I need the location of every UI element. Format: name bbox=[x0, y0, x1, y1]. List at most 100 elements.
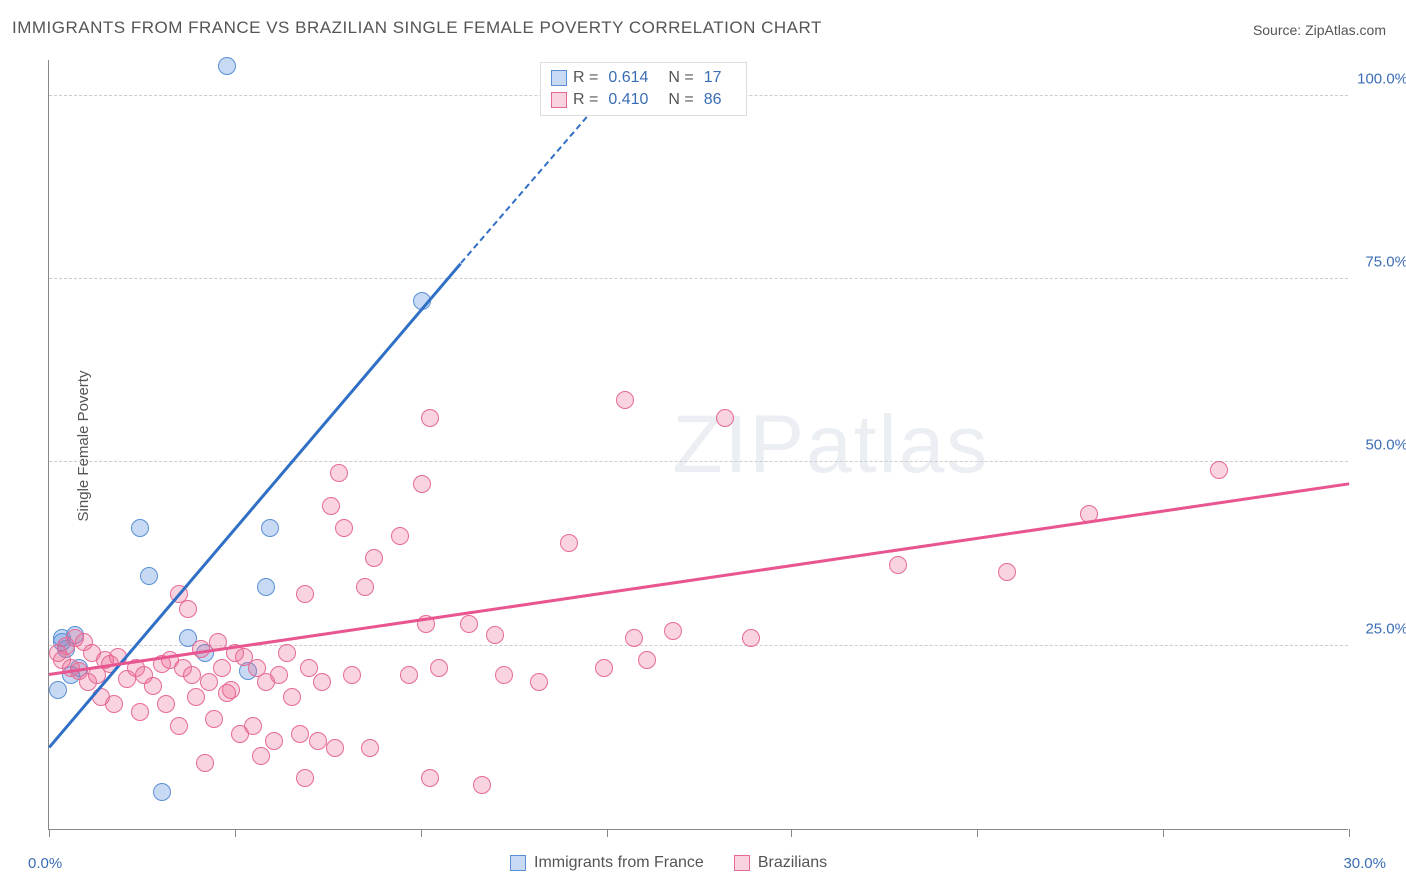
legend-label: Immigrants from France bbox=[534, 854, 704, 872]
data-point bbox=[625, 629, 643, 647]
data-point bbox=[638, 651, 656, 669]
data-point bbox=[1210, 461, 1228, 479]
data-point bbox=[296, 769, 314, 787]
data-point bbox=[105, 695, 123, 713]
scatter-plot: ZIPatlas 25.0%50.0%75.0%100.0% bbox=[48, 60, 1348, 830]
x-tick bbox=[421, 829, 422, 837]
legend-label: Brazilians bbox=[758, 854, 827, 872]
data-point bbox=[157, 695, 175, 713]
legend-stats: R =0.614N =17R =0.410N =86 bbox=[540, 62, 747, 116]
data-point bbox=[716, 409, 734, 427]
data-point bbox=[261, 519, 279, 537]
data-point bbox=[473, 776, 491, 794]
data-point bbox=[196, 754, 214, 772]
data-point bbox=[75, 633, 93, 651]
data-point bbox=[330, 464, 348, 482]
data-point bbox=[560, 534, 578, 552]
data-point bbox=[495, 666, 513, 684]
data-point bbox=[742, 629, 760, 647]
data-point bbox=[213, 659, 231, 677]
data-point bbox=[400, 666, 418, 684]
data-point bbox=[998, 563, 1016, 581]
data-point bbox=[430, 659, 448, 677]
gridline bbox=[49, 461, 1348, 462]
data-point bbox=[140, 567, 158, 585]
x-axis-min-label: 0.0% bbox=[28, 855, 62, 872]
data-point bbox=[530, 673, 548, 691]
legend-stat-row: R = 0.614 N = 17 bbox=[551, 67, 736, 89]
data-point bbox=[265, 732, 283, 750]
data-point bbox=[460, 615, 478, 633]
x-axis-max-label: 30.0% bbox=[1343, 855, 1386, 872]
data-point bbox=[322, 497, 340, 515]
x-tick bbox=[235, 829, 236, 837]
data-point bbox=[413, 475, 431, 493]
data-point bbox=[183, 666, 201, 684]
legend-n-label: N = bbox=[668, 69, 693, 87]
data-point bbox=[343, 666, 361, 684]
data-point bbox=[205, 710, 223, 728]
data-point bbox=[391, 527, 409, 545]
x-tick bbox=[791, 829, 792, 837]
data-point bbox=[291, 725, 309, 743]
data-point bbox=[595, 659, 613, 677]
data-point bbox=[616, 391, 634, 409]
watermark-zip: ZIP bbox=[673, 399, 807, 490]
data-point bbox=[179, 600, 197, 618]
legend-n-value: 17 bbox=[704, 69, 722, 87]
y-tick-label: 25.0% bbox=[1365, 620, 1406, 637]
x-tick bbox=[977, 829, 978, 837]
data-point bbox=[309, 732, 327, 750]
data-point bbox=[889, 556, 907, 574]
x-tick bbox=[1349, 829, 1350, 837]
y-tick-label: 75.0% bbox=[1365, 254, 1406, 271]
data-point bbox=[278, 644, 296, 662]
data-point bbox=[49, 681, 67, 699]
data-point bbox=[421, 409, 439, 427]
data-point bbox=[170, 717, 188, 735]
legend-r-value: 0.410 bbox=[608, 91, 648, 109]
data-point bbox=[218, 684, 236, 702]
source-prefix: Source: bbox=[1253, 22, 1305, 38]
legend-n-label: N = bbox=[668, 91, 693, 109]
data-point bbox=[187, 688, 205, 706]
data-point bbox=[270, 666, 288, 684]
data-point bbox=[296, 585, 314, 603]
data-point bbox=[365, 549, 383, 567]
data-point bbox=[200, 673, 218, 691]
data-point bbox=[131, 519, 149, 537]
legend-item: Immigrants from France bbox=[510, 854, 704, 872]
legend-r-value: 0.614 bbox=[608, 69, 648, 87]
data-point bbox=[131, 703, 149, 721]
data-point bbox=[326, 739, 344, 757]
legend-stat-row: R =0.410N =86 bbox=[551, 89, 736, 111]
x-tick bbox=[1163, 829, 1164, 837]
source-name: ZipAtlas.com bbox=[1305, 22, 1386, 38]
data-point bbox=[486, 626, 504, 644]
source-attribution: Source: ZipAtlas.com bbox=[1253, 22, 1386, 38]
legend-swatch bbox=[510, 855, 526, 871]
data-point bbox=[153, 783, 171, 801]
data-point bbox=[252, 747, 270, 765]
legend-r-label: R = bbox=[573, 69, 598, 87]
x-tick bbox=[607, 829, 608, 837]
legend-item: Brazilians bbox=[734, 854, 827, 872]
data-point bbox=[218, 57, 236, 75]
data-point bbox=[421, 769, 439, 787]
data-point bbox=[283, 688, 301, 706]
legend-r-label: R = bbox=[573, 91, 598, 109]
watermark-atlas: atlas bbox=[806, 399, 989, 490]
data-point bbox=[664, 622, 682, 640]
gridline bbox=[49, 278, 1348, 279]
y-tick-label: 50.0% bbox=[1365, 437, 1406, 454]
legend-series: Immigrants from France Brazilians bbox=[510, 854, 827, 872]
data-point bbox=[244, 717, 262, 735]
data-point bbox=[335, 519, 353, 537]
y-tick-label: 100.0% bbox=[1357, 70, 1406, 87]
data-point bbox=[300, 659, 318, 677]
trendline bbox=[49, 482, 1349, 675]
data-point bbox=[257, 578, 275, 596]
x-tick bbox=[49, 829, 50, 837]
data-point bbox=[356, 578, 374, 596]
chart-title: IMMIGRANTS FROM FRANCE VS BRAZILIAN SING… bbox=[12, 18, 822, 38]
